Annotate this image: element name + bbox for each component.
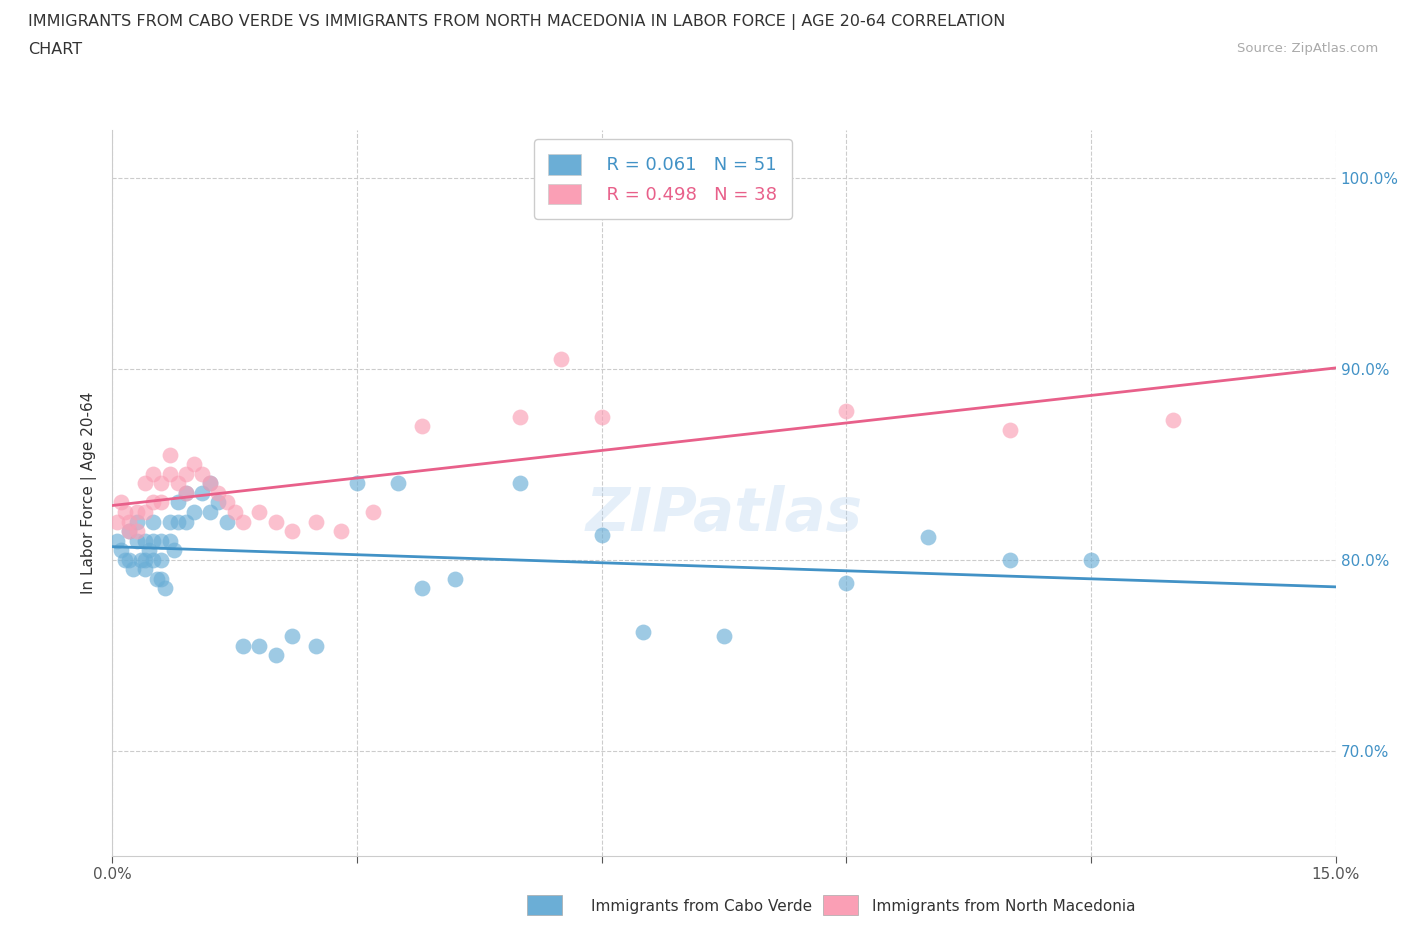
Point (363, 505, 385, 520)
Point (917, 529, 939, 544)
Point (550, 352, 572, 366)
Point (105, 514, 128, 529)
Point (163, 543, 186, 558)
Point (264, 514, 287, 529)
Point (329, 524, 352, 538)
Point (174, 514, 197, 529)
Text: Immigrants from North Macedonia: Immigrants from North Macedonia (872, 899, 1135, 914)
Point (150, 552, 173, 567)
Point (118, 514, 141, 529)
Point (134, 476, 156, 491)
Point (142, 514, 165, 529)
Point (125, 524, 148, 538)
Point (125, 514, 148, 529)
Point (150, 476, 173, 491)
Point (1080, 552, 1102, 567)
Point (207, 485, 229, 500)
Point (129, 552, 152, 567)
Point (150, 495, 173, 510)
Point (998, 552, 1021, 567)
Text: ZIPatlas: ZIPatlas (585, 485, 863, 544)
Point (122, 562, 145, 577)
Point (191, 485, 214, 500)
Point (200, 476, 222, 491)
Text: Immigrants from Cabo Verde: Immigrants from Cabo Verde (591, 899, 811, 914)
Point (159, 447, 181, 462)
Text: Source: ZipAtlas.com: Source: ZipAtlas.com (1237, 42, 1378, 55)
Point (281, 629, 304, 644)
Point (247, 638, 270, 653)
Point (247, 505, 270, 520)
Point (159, 514, 181, 529)
Point (215, 495, 238, 510)
Point (118, 524, 141, 538)
Point (591, 527, 613, 542)
Point (159, 466, 181, 481)
Point (110, 543, 132, 558)
Point (224, 505, 246, 520)
Point (1161, 413, 1184, 428)
Point (142, 552, 165, 567)
Point (114, 505, 136, 520)
Point (146, 571, 169, 586)
Point (105, 533, 128, 548)
Point (232, 514, 254, 529)
Point (134, 533, 156, 548)
Point (134, 505, 156, 520)
Point (183, 457, 205, 472)
Point (411, 418, 433, 433)
Point (134, 562, 156, 577)
Point (142, 466, 165, 481)
Point (118, 524, 141, 538)
Point (387, 476, 409, 491)
Point (346, 476, 368, 491)
Point (444, 571, 467, 586)
Point (166, 495, 188, 510)
Point (142, 495, 165, 510)
Point (232, 638, 254, 653)
Point (998, 422, 1021, 437)
Point (134, 552, 156, 567)
Point (264, 647, 287, 662)
Point (150, 571, 173, 586)
Text: CHART: CHART (28, 42, 82, 57)
Point (114, 552, 136, 567)
Point (174, 485, 197, 500)
Point (509, 476, 531, 491)
Point (142, 533, 165, 548)
Point (125, 533, 148, 548)
Point (305, 514, 328, 529)
Point (200, 476, 222, 491)
Point (183, 505, 205, 520)
Point (305, 638, 328, 653)
Point (138, 543, 160, 558)
Point (150, 533, 173, 548)
Point (155, 581, 177, 596)
Point (159, 533, 181, 548)
Point (191, 466, 214, 481)
Point (281, 524, 304, 538)
Point (207, 495, 229, 510)
Point (835, 575, 858, 590)
Point (118, 552, 141, 567)
Point (166, 514, 188, 529)
Point (166, 476, 188, 491)
Point (835, 404, 858, 418)
Y-axis label: In Labor Force | Age 20-64: In Labor Force | Age 20-64 (80, 392, 97, 594)
Text: IMMIGRANTS FROM CABO VERDE VS IMMIGRANTS FROM NORTH MACEDONIA IN LABOR FORCE | A: IMMIGRANTS FROM CABO VERDE VS IMMIGRANTS… (28, 14, 1005, 30)
Point (110, 495, 132, 510)
Point (215, 514, 238, 529)
Point (125, 505, 148, 520)
Point (174, 466, 197, 481)
Legend:   R = 0.061   N = 51,   R = 0.498   N = 38: R = 0.061 N = 51, R = 0.498 N = 38 (534, 140, 792, 219)
Point (509, 409, 531, 424)
Point (411, 581, 433, 596)
Point (200, 505, 222, 520)
Point (591, 409, 613, 424)
Point (631, 625, 654, 640)
Point (713, 629, 735, 644)
Point (174, 485, 197, 500)
